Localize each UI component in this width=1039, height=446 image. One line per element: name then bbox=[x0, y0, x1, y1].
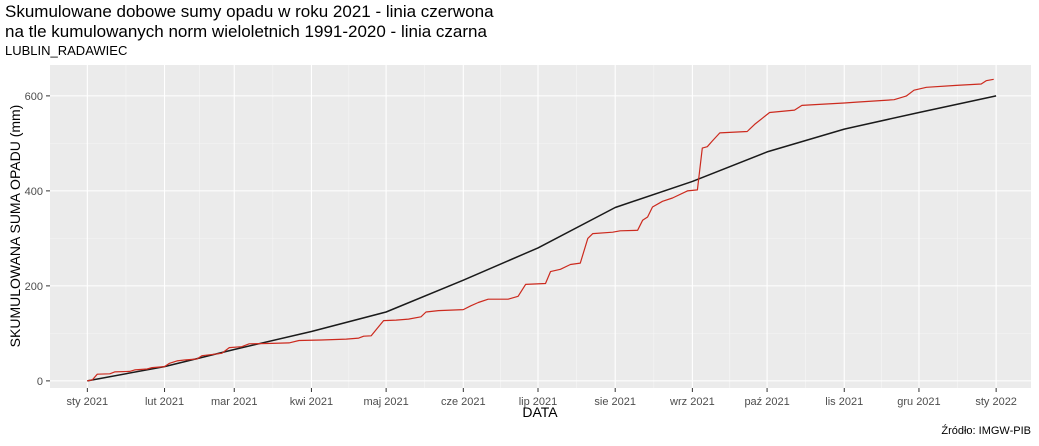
y-tick-label: 600 bbox=[25, 91, 43, 103]
y-tick-label: 400 bbox=[25, 186, 43, 198]
x-tick-label: sty 2022 bbox=[975, 396, 1017, 408]
y-tick-label: 200 bbox=[25, 281, 43, 293]
x-axis-label: DATA bbox=[522, 404, 558, 420]
x-tick-label: maj 2021 bbox=[363, 396, 408, 408]
x-tick-label: sty 2021 bbox=[67, 396, 109, 408]
x-tick-label: lip 2021 bbox=[519, 396, 558, 408]
x-tick-label: kwi 2021 bbox=[290, 396, 333, 408]
x-tick-label: paź 2021 bbox=[744, 396, 789, 408]
series-layer bbox=[87, 78, 997, 382]
y-axis-label: SKUMULOWANA SUMA OPADU (mm) bbox=[7, 105, 23, 348]
x-tick-label: gru 2021 bbox=[897, 396, 940, 408]
series-line-2021 bbox=[87, 78, 994, 382]
series-line-norm bbox=[87, 95, 997, 382]
station-name: LUBLIN_RADAWIEC bbox=[5, 43, 128, 58]
grid-major bbox=[50, 65, 1031, 388]
x-axis-ticks: sty 2021 lut 2021 mar 2021 kwi 2021 maj 2021… bbox=[67, 388, 1017, 408]
grid-minor bbox=[50, 65, 1031, 388]
plot-panel bbox=[50, 65, 1031, 388]
chart-title: Skumulowane dobowe sumy opadu w roku 202… bbox=[5, 2, 494, 42]
title-line-2: na tle kumulowanych norm wieloletnich 19… bbox=[5, 22, 487, 41]
x-tick-label: lut 2021 bbox=[145, 396, 184, 408]
title-line-1: Skumulowane dobowe sumy opadu w roku 202… bbox=[5, 2, 494, 21]
source-label: Źródło: IMGW-PIB bbox=[941, 425, 1031, 437]
x-tick-label: mar 2021 bbox=[211, 396, 257, 408]
x-tick-label: sie 2021 bbox=[594, 396, 636, 408]
y-tick-label: 0 bbox=[37, 376, 43, 388]
x-tick-label: wrz 2021 bbox=[669, 396, 715, 408]
x-tick-label: lis 2021 bbox=[825, 396, 863, 408]
y-axis-ticks: 0 200 400 600 bbox=[25, 91, 50, 388]
x-tick-label: cze 2021 bbox=[441, 396, 486, 408]
